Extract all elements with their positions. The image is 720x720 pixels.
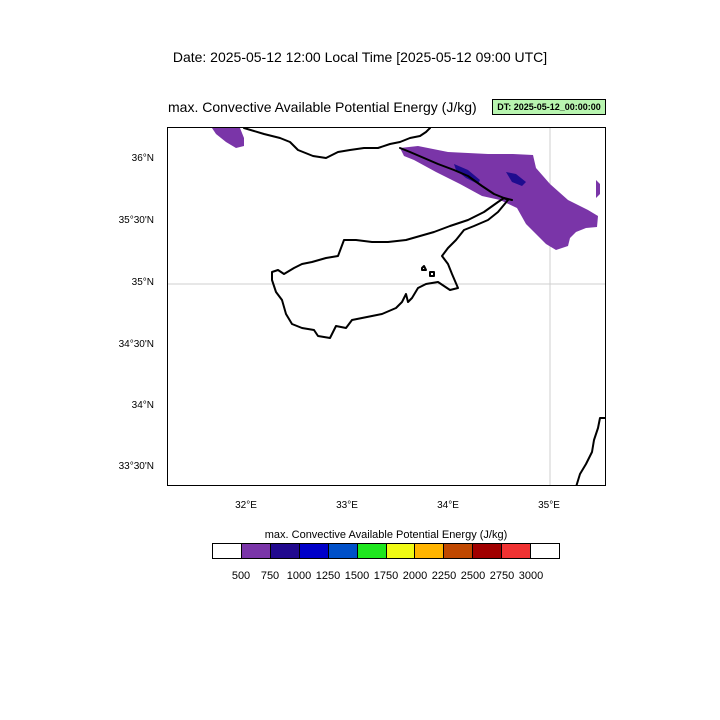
map-canvas	[168, 128, 605, 485]
legend-tick-2250: 2250	[431, 570, 457, 582]
legend-tick-1250: 1250	[315, 570, 341, 582]
legend-swatch-1	[241, 544, 271, 558]
coastline-turkey	[243, 128, 431, 159]
legend-tick-3000: 3000	[518, 570, 544, 582]
lat-label-36n: 36°N	[131, 153, 154, 164]
lon-label-32e: 32°E	[235, 500, 257, 511]
date-line: Date: 2025-05-12 12:00 Local Time [2025-…	[172, 49, 548, 65]
cape-region-northeast	[400, 146, 598, 250]
legend-swatch-0	[213, 544, 242, 558]
legend-swatch-5	[357, 544, 387, 558]
legend-swatch-9	[473, 544, 503, 558]
lat-label-33-30n: 33°30'N	[118, 461, 154, 472]
lat-label-35-30n: 35°30'N	[118, 215, 154, 226]
lat-label-34-30n: 34°30'N	[118, 339, 154, 350]
coastline-levant	[575, 417, 605, 485]
legend-swatch-3	[299, 544, 329, 558]
lon-label-33e: 33°E	[336, 500, 358, 511]
legend-tick-1750: 1750	[373, 570, 399, 582]
lat-label-34n: 34°N	[131, 400, 154, 411]
color-legend-bar	[212, 543, 560, 559]
legend-swatch-10	[502, 544, 532, 558]
map-panel	[167, 127, 606, 486]
lon-label-35e: 35°E	[538, 500, 560, 511]
legend-swatch-2	[270, 544, 300, 558]
legend-title: max. Convective Available Potential Ener…	[264, 529, 508, 541]
legend-tick-2500: 2500	[460, 570, 486, 582]
legend-swatch-7	[415, 544, 445, 558]
legend-swatch-6	[386, 544, 416, 558]
legend-tick-2750: 2750	[489, 570, 515, 582]
legend-tick-2000: 2000	[402, 570, 428, 582]
legend-swatch-11	[531, 544, 560, 558]
legend-swatch-8	[444, 544, 474, 558]
coastline-islet-2	[429, 271, 435, 277]
lon-label-34e: 34°E	[437, 500, 459, 511]
legend-tick-500: 500	[231, 570, 251, 582]
cape-core-2	[506, 172, 526, 186]
lat-label-35n: 35°N	[131, 277, 154, 288]
map-title: max. Convective Available Potential Ener…	[168, 99, 477, 115]
coastline-cyprus	[271, 197, 509, 339]
dt-badge: DT: 2025-05-12_00:00:00	[492, 99, 606, 115]
coastline-turkey-south	[399, 147, 513, 201]
legend-tick-1000: 1000	[286, 570, 312, 582]
cape-region-west	[212, 128, 244, 148]
coastline-islet	[421, 265, 427, 271]
legend-swatch-4	[328, 544, 358, 558]
cape-region-east-fleck	[596, 180, 600, 198]
legend-tick-750: 750	[260, 570, 280, 582]
legend-tick-1500: 1500	[344, 570, 370, 582]
